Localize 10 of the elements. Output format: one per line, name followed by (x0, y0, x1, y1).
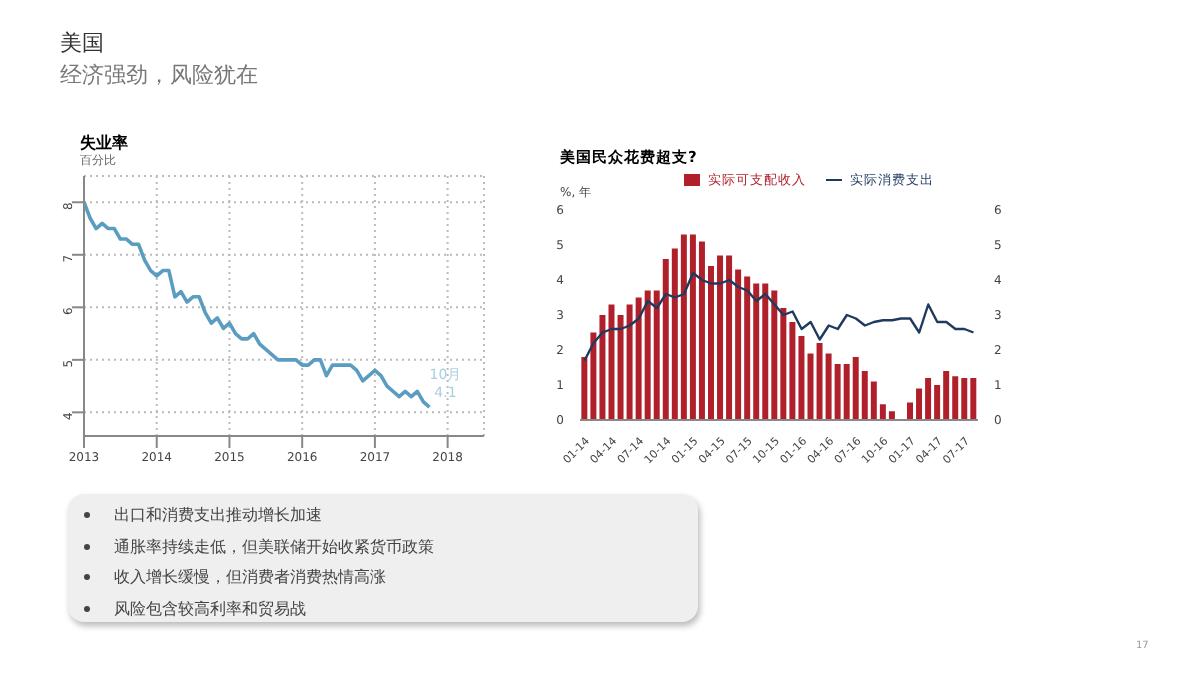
chart-title: 失业率 (80, 132, 128, 154)
text: 出口和消费支出推动增长加速 (112, 504, 322, 526)
bar (888, 411, 895, 420)
text: 风险包含较高利率和贸易战 (112, 597, 306, 619)
text: 美国 (60, 28, 104, 58)
text: 通胀率持续走低，但美联储开始收紧货币政策 (112, 535, 434, 557)
text: 经济强劲，风险犹在 (60, 60, 258, 90)
line-series (583, 271, 975, 362)
line-series (84, 200, 432, 409)
text: 收入增长缓慢，但消费者消费热情高涨 (112, 566, 386, 588)
